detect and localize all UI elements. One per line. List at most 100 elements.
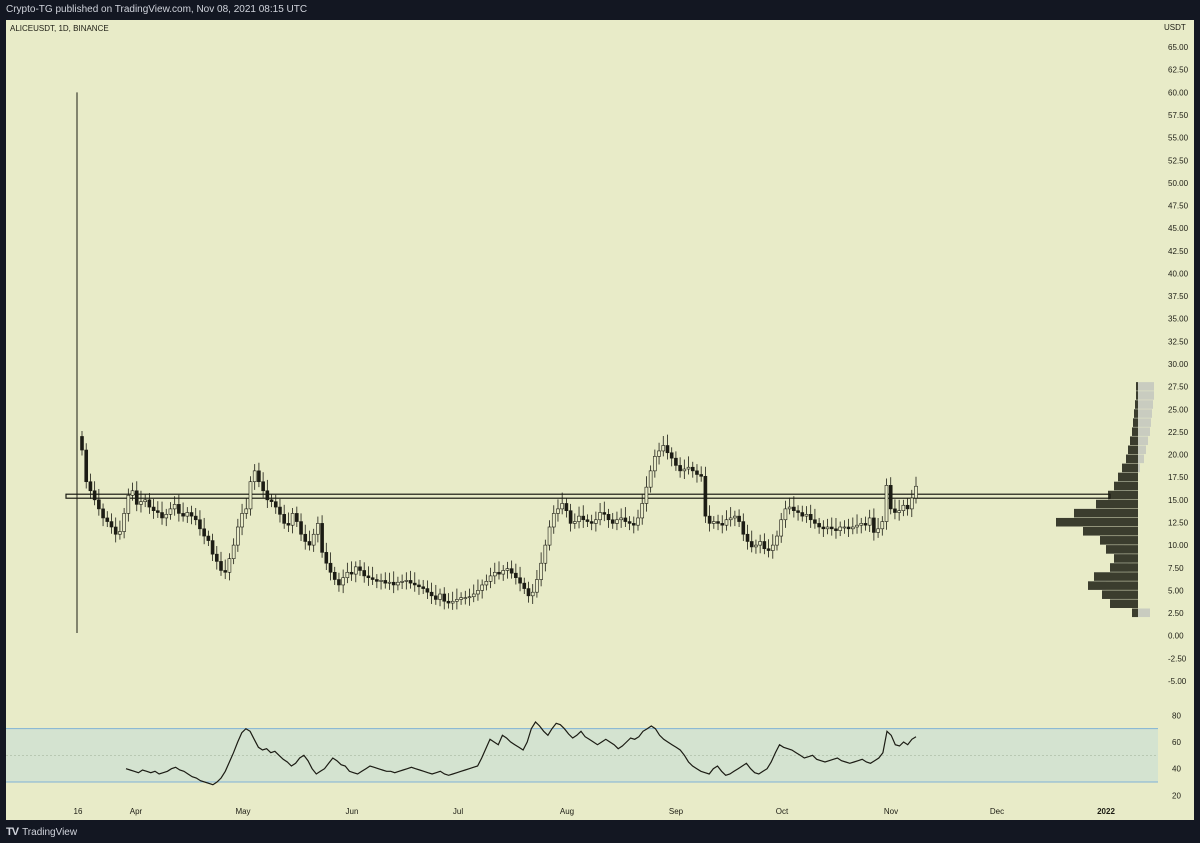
candle-body-down [332,571,337,580]
candle-body-up [471,593,476,598]
candle-body-down [214,553,219,562]
candle-body-down [105,517,110,522]
price-tick-label: 5.00 [1168,586,1184,595]
candle-body-up [236,526,240,546]
candle-body-up [901,504,906,511]
candle-body-down [522,582,527,589]
volume-profile-bg-bar [1132,427,1150,436]
candle-body-down [631,523,636,526]
volume-profile-bar [1108,490,1138,500]
candle-body-up [851,526,855,530]
candle-body-down [425,588,430,593]
candle-body-up [227,558,232,573]
candle-body-up [505,568,510,571]
time-tick-label: Jul [453,807,463,816]
candle-body-up [290,513,295,526]
candle-body-down [134,490,139,505]
rsi-axis-ticks: 80 60 40 20 [1172,711,1181,800]
horizontal-support-line[interactable] [65,493,1111,499]
price-tick-label: 57.50 [1168,111,1189,120]
candle-body-down [846,526,851,530]
candle-body-down [602,512,607,515]
candle-body-down [412,582,417,586]
candle-body-up [126,495,131,514]
candle-body-up [185,512,190,517]
candle-body-up [118,531,122,535]
candle-body-down [320,523,324,553]
candle-body-up [724,519,729,526]
time-tick-label: Oct [776,807,789,816]
candle-body-down [564,503,569,512]
candle-body-up [240,513,244,528]
candle-body-down [446,600,451,604]
rsi-line [125,721,917,786]
candlestick-series [76,92,918,633]
candle-body-down [206,535,211,541]
price-tick-label: 42.50 [1168,247,1189,256]
candle-body-down [84,449,89,483]
tradingview-logo[interactable]: TV TradingView [6,826,77,838]
volume-profile-bar [1132,427,1138,436]
time-axis-background [6,802,1194,820]
candle-body-down [151,506,156,512]
candle-body-up [543,544,548,564]
candle-body-up [779,519,784,537]
candle-body-up [379,580,383,582]
candle-body-up [733,515,737,519]
candle-body-up [345,571,350,579]
candle-body-up [787,506,792,510]
volume-profile-bar [1102,590,1138,599]
support-level-box[interactable] [65,493,1111,499]
volume-profile-bar [1132,608,1138,618]
candle-body-down [792,506,796,512]
price-tick-label: 37.50 [1168,292,1189,301]
candle-body-down [202,528,206,537]
candle-body-down [699,474,703,477]
volume-profile-bg-bar [1133,418,1151,427]
candle-body-down [762,541,767,550]
time-tick-label: 16 [74,807,83,816]
candle-body-down [813,519,817,524]
plot-background [6,20,1158,802]
candle-body-down [695,470,699,475]
candle-body-up [551,513,556,528]
time-tick-label: 2022 [1097,807,1115,816]
price-axis-background [1158,20,1194,802]
candle-body-up [577,515,581,522]
candle-body-down [257,470,261,483]
volume-profile-bg-bar [1130,436,1148,445]
candle-body-down [720,523,725,526]
candle-body-down [337,579,341,586]
candle-body-down [674,457,678,466]
candle-body-up [400,581,404,583]
candle-body-down [678,465,682,472]
currency-label: USDT [1164,23,1186,32]
candle-body-down [362,570,367,577]
candle-body-down [261,481,265,492]
candle-body-up [480,584,484,591]
candle-body-up [594,519,598,524]
candle-body-down [703,475,708,517]
candle-body-up [653,456,657,472]
price-tick-label: 20.00 [1168,451,1189,460]
price-tick-label: 30.00 [1168,360,1189,369]
price-chart[interactable]: ALICEUSDT, 1D, BINANCE USDT 65.00 62.50 60… [6,20,1194,820]
candle-body-down [741,521,746,535]
publisher-bar: Crypto-TG published on TradingView.com, … [0,0,1200,20]
price-tick-label: -5.00 [1168,677,1187,686]
candle-body-down [518,577,522,584]
candle-body-up [459,597,463,600]
candle-body-up [341,577,345,586]
candle-body-down [349,571,354,575]
candle-body-down [800,512,805,517]
candle-body-down [88,481,93,492]
candle-body-down [210,540,215,555]
candle-body-up [252,470,257,483]
volume-profile-bar [1088,581,1138,590]
rsi-tick-label: 60 [1172,738,1181,747]
price-tick-label: 45.00 [1168,224,1189,233]
volume-profile-bar [1114,554,1138,563]
volume-profile-bar [1126,454,1138,464]
candle-body-down [821,526,826,530]
footer: TV TradingView [0,820,1200,843]
